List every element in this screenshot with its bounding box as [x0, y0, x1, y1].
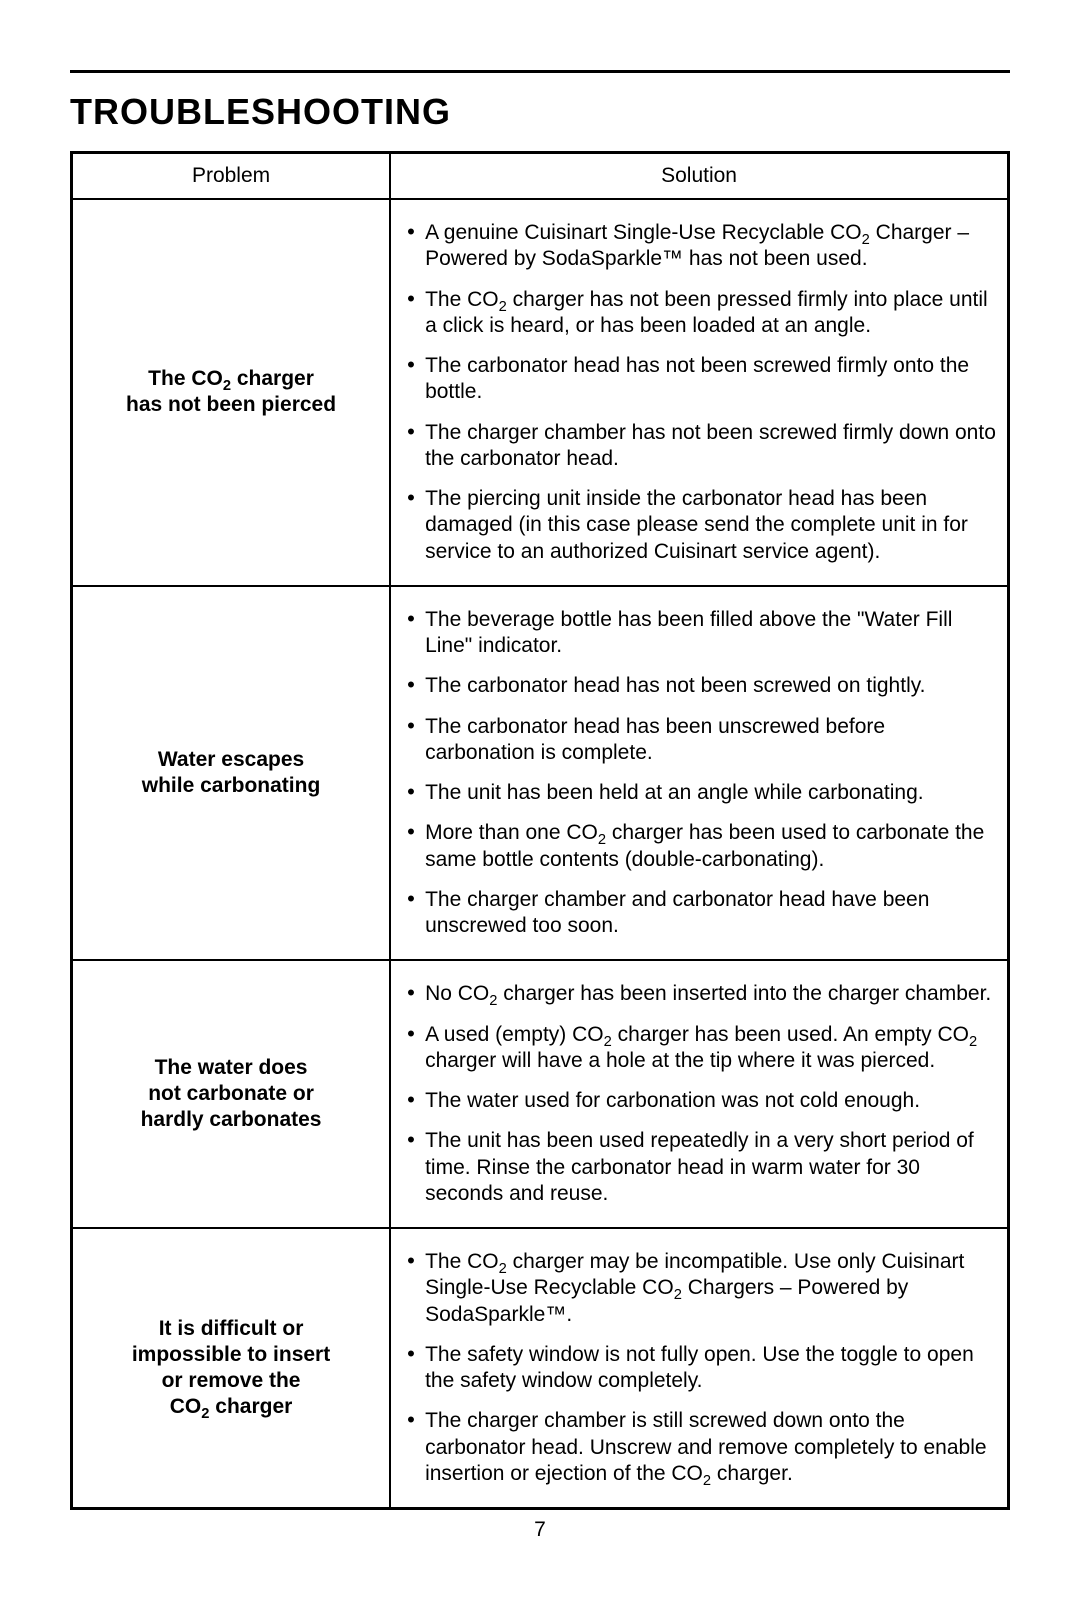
solution-item: No CO2 charger has been inserted into th… [403, 981, 997, 1007]
solution-item: The charger chamber is still screwed dow… [403, 1408, 997, 1487]
table-row: The water doesnot carbonate orhardly car… [72, 960, 1009, 1228]
table-row: It is difficult orimpossible to insertor… [72, 1228, 1009, 1509]
problem-cell: It is difficult orimpossible to insertor… [72, 1228, 391, 1509]
solution-list: The CO2 charger may be incompatible. Use… [403, 1249, 997, 1487]
solution-item: The charger chamber and carbonator head … [403, 887, 997, 940]
solution-item: The carbonator head has not been screwed… [403, 353, 997, 406]
solution-cell: A genuine Cuisinart Single-Use Recyclabl… [390, 199, 1008, 586]
solution-item: The charger chamber has not been screwed… [403, 420, 997, 473]
problem-cell: The CO2 chargerhas not been pierced [72, 199, 391, 586]
page-number: 7 [70, 1518, 1010, 1542]
solution-item: The carbonator head has been unscrewed b… [403, 714, 997, 767]
solution-item: The unit has been used repeatedly in a v… [403, 1128, 997, 1207]
solution-item: A genuine Cuisinart Single-Use Recyclabl… [403, 220, 997, 273]
table-body: The CO2 chargerhas not been piercedA gen… [72, 199, 1009, 1509]
table-header-row: Problem Solution [72, 153, 1009, 200]
solution-cell: The beverage bottle has been filled abov… [390, 586, 1008, 961]
table-row: The CO2 chargerhas not been piercedA gen… [72, 199, 1009, 586]
solution-cell: No CO2 charger has been inserted into th… [390, 960, 1008, 1228]
problem-cell: Water escapeswhile carbonating [72, 586, 391, 961]
solution-cell: The CO2 charger may be incompatible. Use… [390, 1228, 1008, 1509]
solution-item: The unit has been held at an angle while… [403, 780, 997, 806]
top-rule [70, 70, 1010, 73]
solution-item: The beverage bottle has been filled abov… [403, 607, 997, 660]
solution-item: More than one CO2 charger has been used … [403, 820, 997, 873]
header-solution: Solution [390, 153, 1008, 200]
troubleshooting-table: Problem Solution The CO2 chargerhas not … [70, 151, 1010, 1510]
header-problem: Problem [72, 153, 391, 200]
solution-list: No CO2 charger has been inserted into th… [403, 981, 997, 1207]
solution-list: The beverage bottle has been filled abov… [403, 607, 997, 940]
solution-item: A used (empty) CO2 charger has been used… [403, 1022, 997, 1075]
table-row: Water escapeswhile carbonatingThe bevera… [72, 586, 1009, 961]
solution-item: The safety window is not fully open. Use… [403, 1342, 997, 1395]
page-title: TROUBLESHOOTING [70, 91, 1010, 133]
solution-item: The piercing unit inside the carbonator … [403, 486, 997, 565]
solution-list: A genuine Cuisinart Single-Use Recyclabl… [403, 220, 997, 565]
solution-item: The carbonator head has not been screwed… [403, 673, 997, 699]
problem-cell: The water doesnot carbonate orhardly car… [72, 960, 391, 1228]
solution-item: The CO2 charger has not been pressed fir… [403, 287, 997, 340]
solution-item: The CO2 charger may be incompatible. Use… [403, 1249, 997, 1328]
solution-item: The water used for carbonation was not c… [403, 1088, 997, 1114]
